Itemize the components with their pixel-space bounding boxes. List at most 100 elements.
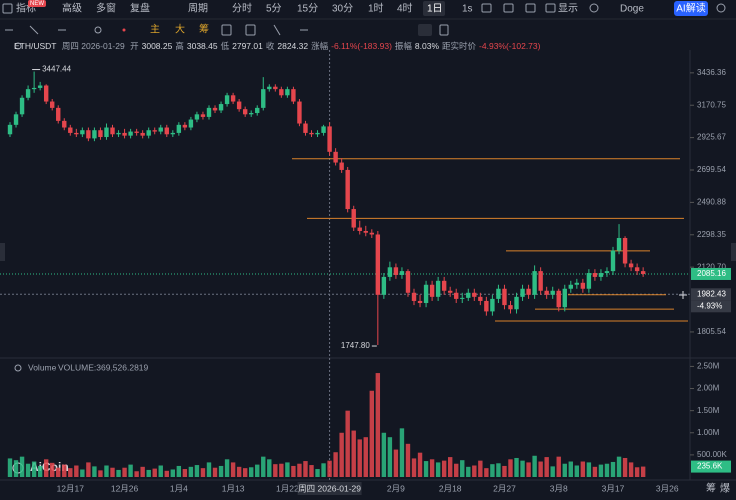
icon[interactable] xyxy=(29,25,39,35)
coin-select[interactable]: Doge xyxy=(620,4,644,15)
volume-bar xyxy=(381,432,387,477)
icon-active[interactable] xyxy=(418,24,432,36)
candle-body xyxy=(429,284,435,297)
icon[interactable] xyxy=(589,3,599,13)
candle-body xyxy=(351,209,356,228)
volume-bar xyxy=(460,460,465,477)
info-value: 2824.32 xyxy=(277,41,309,51)
icon[interactable] xyxy=(245,24,256,36)
volume-bar xyxy=(604,463,610,477)
candle-body xyxy=(580,282,586,289)
candle-body xyxy=(110,127,115,135)
toolbar-item[interactable]: 多窗 xyxy=(96,2,116,15)
volume-tick-label: 2.50M xyxy=(697,362,720,371)
volume-bar xyxy=(74,465,79,477)
toolbar-sub[interactable]: 筹 xyxy=(199,23,209,36)
candle-body xyxy=(357,227,362,232)
last-price-bg xyxy=(691,267,731,280)
volume-bar xyxy=(598,464,604,477)
volume-bar xyxy=(375,373,381,477)
candle-body xyxy=(556,290,561,308)
period[interactable]: 1日 xyxy=(427,4,443,15)
candle-body xyxy=(146,130,151,136)
icon[interactable] xyxy=(94,26,102,34)
candle-body xyxy=(62,120,67,128)
eye-icon[interactable] xyxy=(14,42,22,50)
icon[interactable] xyxy=(122,28,126,32)
corner-tab[interactable]: 爆 xyxy=(720,483,730,495)
candle-body xyxy=(381,276,387,295)
icon[interactable] xyxy=(525,3,536,13)
side-handle[interactable] xyxy=(731,243,736,261)
volume-tick-label: 1.50M xyxy=(697,406,720,415)
volume-bar xyxy=(176,465,182,477)
info-value: -6.11%(-183.93) xyxy=(331,41,392,51)
candle-body xyxy=(604,271,610,274)
ai-button-text[interactable]: AI解读 xyxy=(676,2,705,15)
x-tick-label: 12月17 xyxy=(57,483,85,493)
icon[interactable] xyxy=(273,24,281,36)
volume-bar xyxy=(146,469,151,477)
info-value: 2797.01 xyxy=(232,41,263,51)
toolbar-item[interactable]: 显示 xyxy=(558,3,578,15)
candle-body xyxy=(25,89,31,98)
period[interactable]: 1时 xyxy=(368,3,384,15)
period[interactable]: 1s xyxy=(462,4,473,15)
volume-bar xyxy=(616,456,622,477)
volume-bar xyxy=(622,457,628,477)
y-tick-label: 2298.35 xyxy=(697,230,726,239)
icon[interactable] xyxy=(439,24,449,36)
toolbar-item[interactable]: 复盘 xyxy=(130,2,150,15)
volume-bar xyxy=(206,462,212,477)
volume-bar xyxy=(297,463,302,477)
volume-bar xyxy=(556,456,561,477)
volume-bar xyxy=(104,465,109,477)
candle-body xyxy=(490,298,495,312)
candle-body xyxy=(532,271,537,295)
candle-body xyxy=(261,89,266,108)
volume-bar xyxy=(514,457,519,477)
toolbar-item[interactable]: 高级 xyxy=(62,2,82,15)
info-label: 低 xyxy=(220,41,230,51)
volume-bar xyxy=(532,455,537,477)
period[interactable]: 分时 xyxy=(232,3,252,15)
volume-bar xyxy=(188,466,194,477)
candle-body xyxy=(182,124,188,128)
volume-bar xyxy=(230,462,236,477)
volume-tick-label: 500.00K xyxy=(697,450,727,459)
candle-body xyxy=(375,234,381,295)
period[interactable]: 15分 xyxy=(297,3,318,15)
volume-bar xyxy=(484,468,489,477)
candle-body xyxy=(514,296,519,310)
volume-bar xyxy=(116,469,121,477)
candle-body xyxy=(86,130,91,139)
icon[interactable] xyxy=(716,3,726,13)
toolbar-sub[interactable]: 主 xyxy=(150,24,160,36)
icon[interactable] xyxy=(545,3,556,13)
period-active-bg xyxy=(423,1,445,16)
icon[interactable] xyxy=(481,3,492,13)
eye-icon[interactable] xyxy=(14,364,22,372)
period[interactable]: 30分 xyxy=(332,3,353,15)
volume-bar xyxy=(520,460,525,477)
icon[interactable] xyxy=(2,3,13,14)
icon[interactable] xyxy=(503,3,514,13)
volume-bar xyxy=(544,457,549,477)
side-handle[interactable] xyxy=(0,243,5,261)
icon[interactable] xyxy=(221,24,232,36)
period[interactable]: 5分 xyxy=(266,3,282,15)
candle-body xyxy=(441,280,447,291)
info-label: 开 xyxy=(130,41,139,51)
candle-body xyxy=(592,273,598,277)
candle-body xyxy=(526,288,531,295)
toolbar-sub[interactable]: 大 xyxy=(175,23,185,36)
candle-body xyxy=(134,131,139,133)
volume-bar xyxy=(182,469,188,477)
period[interactable]: 4时 xyxy=(397,3,413,15)
corner-tab[interactable]: 筹 xyxy=(706,482,716,495)
volume-bar xyxy=(435,462,441,477)
ai-button[interactable] xyxy=(674,1,708,16)
candle-body xyxy=(291,89,296,102)
candle-body xyxy=(369,232,374,235)
toolbar-item[interactable]: 周期 xyxy=(188,3,208,15)
